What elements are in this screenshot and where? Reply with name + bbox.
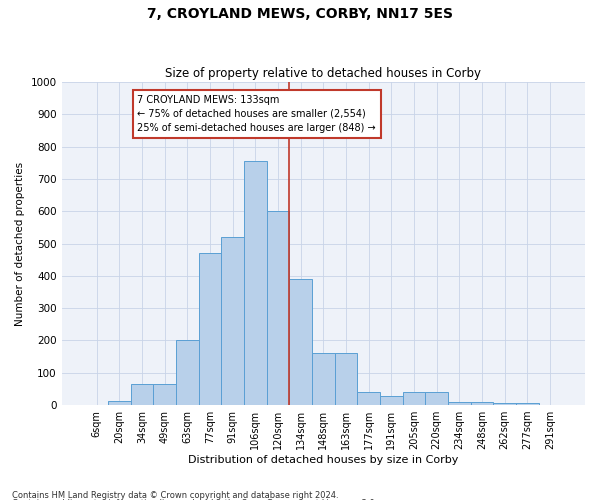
Y-axis label: Number of detached properties: Number of detached properties — [15, 162, 25, 326]
Bar — [176, 340, 199, 405]
Text: Contains HM Land Registry data © Crown copyright and database right 2024.: Contains HM Land Registry data © Crown c… — [12, 490, 338, 500]
Bar — [516, 404, 539, 405]
Bar — [244, 161, 266, 405]
Title: Size of property relative to detached houses in Corby: Size of property relative to detached ho… — [165, 66, 481, 80]
Text: Contains public sector information licensed under the Open Government Licence v3: Contains public sector information licen… — [12, 499, 377, 500]
Bar — [312, 354, 335, 405]
Bar — [289, 279, 312, 405]
Text: 7 CROYLAND MEWS: 133sqm
← 75% of detached houses are smaller (2,554)
25% of semi: 7 CROYLAND MEWS: 133sqm ← 75% of detache… — [137, 95, 376, 133]
Bar — [221, 237, 244, 405]
Bar — [493, 404, 516, 405]
Bar — [266, 212, 289, 405]
Bar — [380, 396, 403, 405]
Bar — [425, 392, 448, 405]
Bar — [448, 402, 470, 405]
Bar — [199, 254, 221, 405]
Bar — [335, 354, 357, 405]
Bar — [470, 402, 493, 405]
Bar — [108, 401, 131, 405]
X-axis label: Distribution of detached houses by size in Corby: Distribution of detached houses by size … — [188, 455, 458, 465]
Bar — [403, 392, 425, 405]
Bar — [131, 384, 154, 405]
Bar — [357, 392, 380, 405]
Text: 7, CROYLAND MEWS, CORBY, NN17 5ES: 7, CROYLAND MEWS, CORBY, NN17 5ES — [147, 8, 453, 22]
Bar — [154, 384, 176, 405]
